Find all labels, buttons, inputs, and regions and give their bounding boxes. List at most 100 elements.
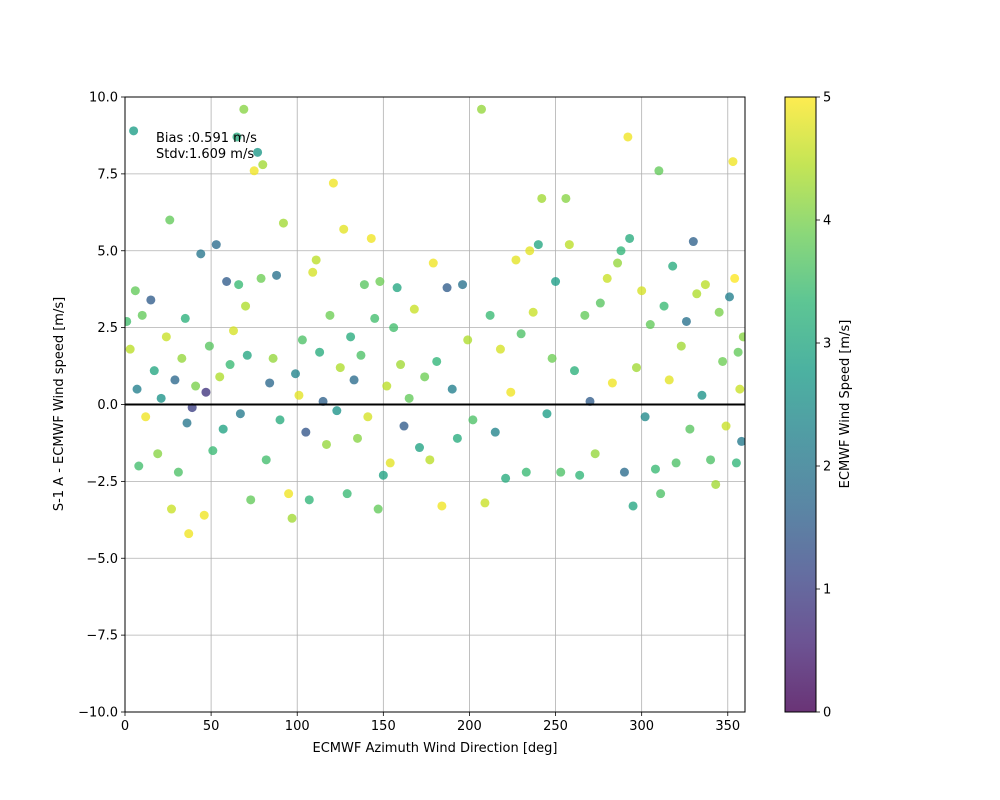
scatter-point: [602, 273, 612, 283]
scatter-point: [325, 310, 335, 320]
x-tick-label: 150: [371, 719, 396, 734]
scatter-point: [580, 310, 590, 320]
colorbar-gradient: [785, 97, 816, 712]
scatter-point: [249, 166, 259, 176]
colorbar-frame: [784, 96, 817, 713]
scatter-point: [396, 360, 406, 370]
scatter-point: [375, 277, 385, 286]
scatter-point: [242, 350, 252, 360]
scatter-point: [671, 458, 681, 468]
scatter-point: [721, 421, 731, 431]
scatter-point: [182, 418, 192, 428]
scatter-point: [542, 409, 552, 419]
scatter-point: [738, 332, 745, 342]
scatter-point: [342, 489, 352, 499]
scatter-point: [385, 458, 395, 468]
scatter-point: [616, 246, 626, 256]
scatter-point: [167, 504, 176, 514]
scatter-point: [199, 510, 209, 520]
scatter-point: [399, 421, 409, 431]
scatter-point: [733, 347, 743, 357]
scatter-point: [170, 375, 180, 385]
scatter-point: [718, 356, 728, 366]
y-tick-label: −2.5: [86, 475, 118, 490]
scatter-point: [415, 443, 424, 453]
scatter-point: [521, 467, 531, 477]
scatter-point: [516, 329, 526, 339]
scatter-point: [714, 307, 724, 317]
scatter-point: [392, 283, 402, 293]
scatter-point: [676, 341, 686, 351]
scatter-point: [688, 237, 698, 247]
scatter-point: [366, 233, 376, 243]
scatter-point: [132, 384, 142, 394]
scatter-point: [468, 415, 478, 425]
scatter-point: [241, 301, 251, 311]
scatter-point: [664, 375, 674, 385]
scatter-point: [304, 495, 314, 505]
scatter-point: [129, 126, 139, 136]
scatter-point: [291, 369, 300, 379]
scatter-point: [575, 470, 585, 480]
scatter-point: [437, 501, 447, 511]
y-axis-label: S-1 A - ECMWF Wind speed [m/s]: [52, 297, 67, 511]
colorbar-ticks: 0 1 2 3 4 5: [816, 91, 831, 721]
scatter-point: [149, 366, 159, 376]
scatter-point: [564, 240, 574, 250]
scatter-point: [146, 295, 156, 305]
scatter-point: [256, 273, 266, 283]
y-tick-label: 5.0: [97, 244, 118, 259]
scatter-point: [335, 363, 345, 373]
y-tick-label: 0.0: [97, 398, 118, 413]
scatter-point: [275, 415, 285, 425]
scatter-point: [650, 464, 660, 474]
scatter-point: [382, 381, 392, 391]
scatter-point: [428, 258, 438, 268]
scatter-point: [619, 467, 629, 477]
scatter-point: [218, 424, 228, 434]
x-tick-label: 200: [457, 719, 482, 734]
scatter-point: [681, 316, 691, 326]
scatter-point: [640, 412, 650, 422]
scatter-point: [706, 455, 716, 465]
scatter-point: [356, 350, 366, 360]
scatter-point: [452, 433, 462, 443]
scatter-point: [161, 332, 171, 342]
x-axis-label: ECMWF Azimuth Wind Direction [deg]: [313, 741, 558, 756]
scatter-point: [537, 193, 547, 203]
scatter-point: [225, 360, 235, 370]
scatter-point: [328, 178, 338, 188]
scatter-point: [191, 381, 201, 391]
scatter-point: [458, 280, 468, 290]
scatter-point: [432, 356, 442, 366]
colorbar-tick-label: 2: [823, 460, 831, 475]
scatter-point: [735, 384, 745, 394]
y-tick-label: −5.0: [86, 552, 118, 567]
scatter-point: [623, 132, 633, 142]
scatter-point: [463, 335, 473, 345]
scatter-point: [625, 233, 635, 243]
colorbar-tick-label: 1: [823, 583, 831, 598]
scatter-point: [332, 406, 342, 416]
scatter-point: [425, 455, 435, 465]
scatter-point: [725, 292, 734, 302]
scatter-point: [201, 387, 211, 397]
scatter-point: [184, 529, 194, 539]
x-tick-label: 350: [715, 719, 740, 734]
scatter-point: [590, 449, 600, 459]
scatter-point: [637, 286, 647, 296]
x-axis-ticks: 0 50 100 150 200 250 300 350: [121, 712, 740, 734]
scatter-point: [284, 489, 294, 499]
scatter-point: [301, 427, 311, 437]
y-tick-label: 7.5: [97, 167, 118, 182]
scatter-point: [137, 310, 147, 320]
colorbar-tick-label: 0: [823, 706, 831, 721]
scatter-point: [177, 353, 187, 363]
y-tick-label: 10.0: [89, 91, 118, 106]
scatter-point: [208, 446, 218, 456]
scatter-point: [533, 240, 543, 250]
scatter-point: [315, 347, 325, 357]
scatter-point: [561, 193, 571, 203]
scatter-point: [495, 344, 505, 354]
scatter-point: [229, 326, 238, 336]
